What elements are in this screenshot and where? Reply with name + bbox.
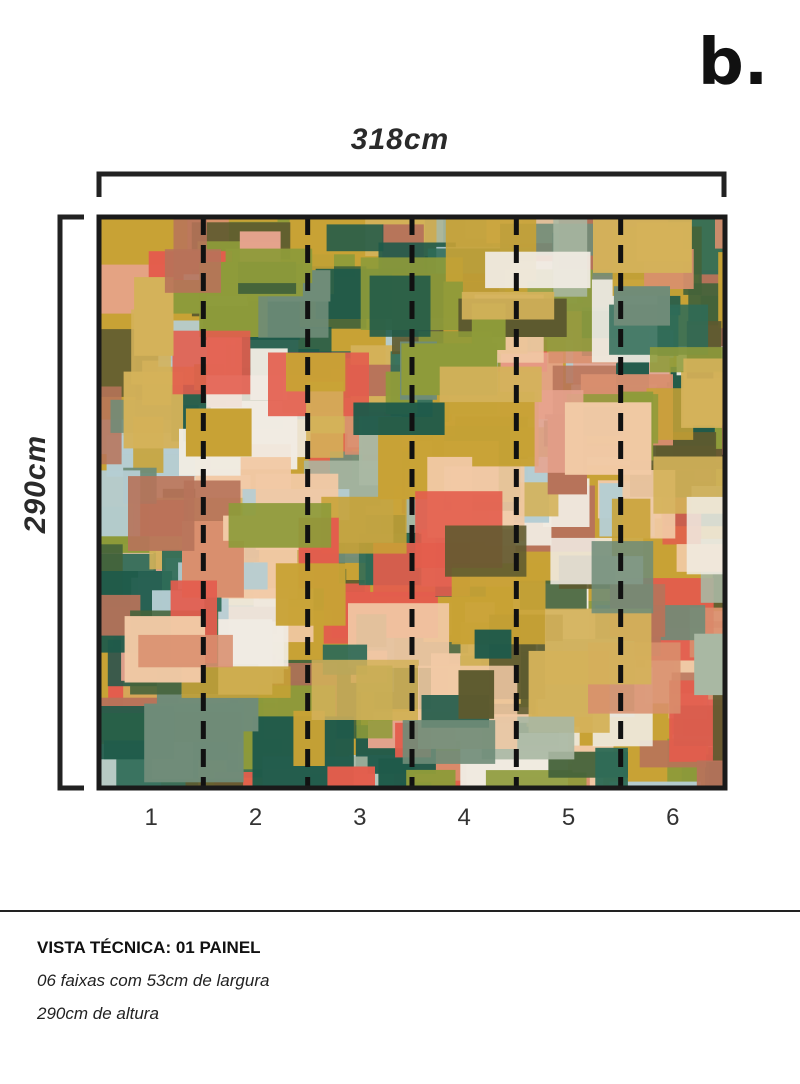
- width-bracket: [96, 171, 727, 197]
- panel-frame: [96, 214, 728, 791]
- patch: [144, 703, 244, 783]
- patch: [402, 720, 496, 764]
- patch: [369, 275, 431, 337]
- strip-number: 6: [666, 804, 679, 831]
- patch: [721, 676, 725, 756]
- patch: [185, 778, 244, 788]
- patch: [411, 786, 463, 788]
- patch: [474, 629, 512, 659]
- patch: [172, 330, 251, 395]
- footer-title: VISTA TÉCNICA: 01 PAINEL: [37, 938, 261, 957]
- patch: [613, 286, 670, 326]
- patch: [225, 248, 313, 284]
- strip-numbers: 1 2 3 4 5 6: [145, 804, 680, 831]
- strip-number: 2: [249, 804, 262, 831]
- patch: [406, 769, 456, 788]
- patch: [353, 402, 445, 435]
- patch: [694, 633, 725, 696]
- patch: [327, 766, 375, 788]
- strip-number: 4: [458, 804, 471, 831]
- patch: [696, 760, 725, 788]
- patch: [636, 222, 692, 262]
- patch: [718, 252, 725, 329]
- patch: [439, 366, 542, 403]
- patch: [714, 418, 725, 449]
- patch: [164, 249, 221, 293]
- footer-line: 290cm de altura: [36, 1004, 159, 1023]
- patch: [591, 541, 654, 614]
- patch: [187, 785, 288, 788]
- patch: [458, 670, 495, 719]
- patch: [138, 634, 233, 668]
- patch: [311, 659, 419, 720]
- patch: [485, 251, 591, 289]
- strip-number: 1: [145, 804, 158, 831]
- strip-dividers: [200, 217, 624, 788]
- patch: [712, 690, 725, 762]
- patch: [715, 217, 725, 249]
- patch: [564, 402, 652, 475]
- patchwork: [99, 217, 725, 788]
- height-label: 290cm: [19, 435, 52, 534]
- patch: [432, 391, 539, 467]
- strip-number: 3: [353, 804, 366, 831]
- height-bracket: [57, 214, 84, 791]
- patch: [722, 398, 725, 455]
- patch: [185, 408, 252, 457]
- patch: [326, 224, 384, 252]
- width-label: 318cm: [351, 123, 449, 156]
- patch: [544, 608, 652, 685]
- strip-number: 5: [562, 804, 575, 831]
- patch: [461, 291, 555, 320]
- patch: [445, 525, 527, 577]
- patch: [275, 563, 346, 626]
- logo: b.: [698, 26, 768, 100]
- patch: [609, 781, 701, 788]
- patch: [286, 352, 346, 392]
- patch: [306, 381, 344, 458]
- patch: [128, 476, 195, 551]
- patch: [228, 503, 332, 548]
- patch: [412, 785, 453, 788]
- patch: [683, 358, 725, 426]
- patch: [487, 785, 570, 788]
- patch: [686, 496, 725, 575]
- footer-line: 06 faixas com 53cm de largura: [37, 971, 269, 990]
